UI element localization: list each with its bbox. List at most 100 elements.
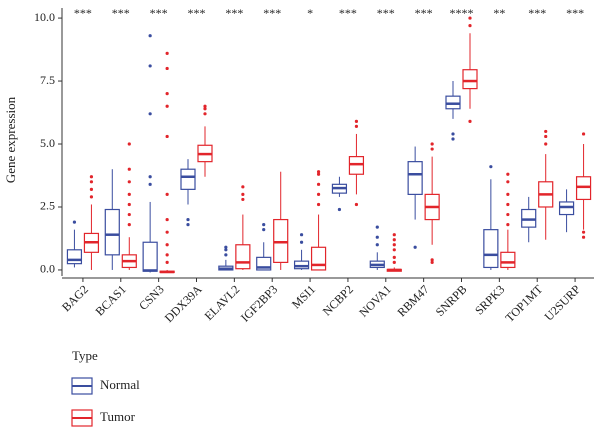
- outlier: [430, 258, 434, 262]
- outlier: [127, 192, 131, 196]
- outlier: [375, 225, 379, 229]
- box: [462, 69, 478, 90]
- outlier: [544, 142, 548, 146]
- y-tick-label: 7.5: [40, 73, 55, 87]
- x-tick-label: CSN3: [136, 282, 167, 313]
- outlier: [506, 172, 510, 176]
- outlier: [337, 207, 342, 212]
- x-tick-label: ELAVL2: [202, 282, 243, 323]
- significance: *: [307, 6, 313, 20]
- outlier: [241, 197, 245, 202]
- outlier: [203, 112, 207, 116]
- outlier: [392, 233, 396, 237]
- outlier: [165, 134, 169, 139]
- outlier: [241, 192, 245, 196]
- significance: ***: [188, 6, 206, 20]
- outlier: [489, 165, 493, 169]
- box: [142, 241, 158, 272]
- outlier: [544, 129, 548, 134]
- outlier: [186, 217, 190, 222]
- x-tick-label: TOP1MT: [503, 282, 546, 325]
- outlier: [89, 195, 94, 199]
- outlier: [241, 185, 245, 189]
- outlier: [354, 124, 359, 128]
- outlier: [392, 243, 396, 247]
- outlier: [127, 167, 131, 171]
- outlier: [451, 132, 455, 136]
- x-tick-label: IGF2BP3: [238, 282, 280, 324]
- outlier: [203, 104, 207, 108]
- outlier: [186, 223, 190, 227]
- significance: ***: [339, 6, 357, 20]
- outlier: [165, 260, 169, 264]
- box: [104, 208, 120, 256]
- y-axis-label: Gene expression: [3, 96, 18, 183]
- outlier: [375, 235, 379, 239]
- outlier: [72, 220, 77, 224]
- box: [445, 95, 461, 110]
- outlier: [413, 245, 417, 249]
- outlier: [148, 64, 152, 68]
- outlier: [354, 202, 359, 207]
- box: [483, 229, 499, 269]
- outlier: [506, 192, 510, 196]
- box: [558, 201, 575, 216]
- outlier: [451, 137, 455, 141]
- significance: ***: [150, 6, 168, 20]
- outlier: [506, 180, 510, 184]
- outlier: [468, 119, 472, 123]
- outlier: [262, 228, 266, 232]
- outlier: [165, 243, 169, 247]
- outlier: [165, 192, 169, 196]
- box: [575, 176, 592, 201]
- outlier: [581, 230, 586, 234]
- outlier: [430, 142, 434, 146]
- outlier: [127, 223, 131, 227]
- outlier: [224, 253, 228, 257]
- x-tick-label: NOVA1: [356, 282, 394, 320]
- outlier: [316, 170, 321, 174]
- outlier: [375, 243, 379, 247]
- significance: ***: [263, 6, 281, 20]
- significance: ***: [225, 6, 243, 20]
- outlier: [203, 107, 207, 111]
- outlier: [506, 223, 510, 227]
- outlier: [165, 66, 169, 71]
- outlier: [224, 245, 228, 249]
- significance: ****: [450, 6, 474, 20]
- x-tick-label: BAG2: [59, 282, 91, 314]
- outlier: [127, 202, 131, 207]
- outlier: [89, 180, 94, 184]
- outlier: [581, 235, 586, 239]
- outlier: [354, 119, 359, 123]
- x-tick-label: RBM47: [394, 282, 431, 319]
- outlier: [148, 112, 152, 116]
- outlier: [127, 212, 131, 217]
- legend-title: Type: [72, 348, 98, 363]
- x-tick-label: DDX39A: [162, 282, 205, 325]
- outlier: [224, 248, 228, 252]
- box: [407, 161, 423, 195]
- outlier: [165, 104, 169, 108]
- outlier: [127, 180, 131, 184]
- y-tick-label: 0.0: [40, 262, 55, 276]
- significance: ***: [377, 6, 395, 20]
- y-tick-label: 10.0: [34, 10, 55, 24]
- outlier: [430, 260, 434, 264]
- significance: ***: [112, 6, 130, 20]
- x-tick-label: MSI1: [289, 282, 318, 311]
- outlier: [316, 192, 321, 196]
- box: [235, 244, 251, 270]
- outlier: [316, 182, 321, 186]
- outlier: [165, 230, 169, 234]
- legend-label: Tumor: [100, 409, 136, 424]
- x-tick-label: U2SURP: [542, 282, 584, 324]
- outlier: [299, 240, 304, 244]
- outlier: [148, 34, 152, 38]
- significance: **: [493, 6, 505, 20]
- significance: ***: [74, 6, 92, 20]
- outlier: [165, 92, 169, 96]
- x-tick-label: SRPK3: [472, 282, 507, 317]
- outlier: [316, 172, 321, 176]
